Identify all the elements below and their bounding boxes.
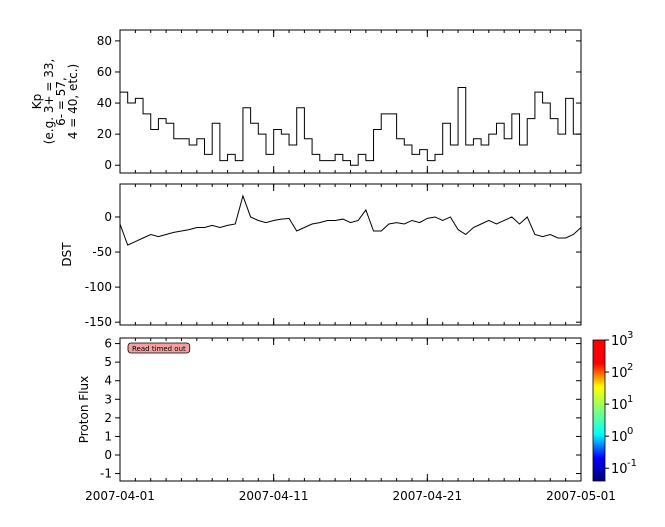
annotation: Read timed out [127,342,191,354]
y-axis-label: (e.g. 3+ = 33, [42,59,56,145]
kp-line [120,87,582,166]
y-axis-label: Proton Flux [77,376,91,443]
x-tick-label: 2007-04-01 [85,489,155,503]
colorbar [592,339,606,482]
y-tick-label: 0 [104,158,112,172]
x-tick-label: 2007-05-01 [546,489,616,503]
colorbar-tick-exponent: 0 [627,426,633,437]
y-tick-label: -50 [92,245,112,259]
y-tick-label: 4 [104,374,112,388]
colorbar-tick-label: 10 [611,462,628,477]
colorbar-tick-exponent: 1 [627,394,633,405]
y-axis-label: 4 = 40, etc.) [66,64,80,139]
dst-line [119,194,582,246]
plot-frame [119,183,582,326]
y-tick-label: 5 [104,355,112,369]
y-tick-label: -100 [85,280,112,294]
y-axis-label: Kp [30,94,44,110]
y-tick-label: 2 [104,411,112,425]
x-tick-label: 2007-04-11 [239,489,309,503]
y-axis-label: 6- = 57, [54,77,68,126]
y-tick-label: 60 [97,65,112,79]
colorbar-tick-label: 10 [611,398,628,413]
y-tick-label: 80 [97,34,112,48]
colorbar-tick-label: 10 [611,366,628,381]
x-tick-label: 2007-04-21 [392,489,462,503]
annotation-text: Read timed out [132,345,186,353]
y-tick-label: 0 [104,210,112,224]
y-tick-label: -150 [85,315,112,329]
y-tick-label: 3 [104,392,112,406]
y-tick-label: 1 [104,429,112,443]
colorbar-tick-exponent: 2 [627,362,633,373]
plot-frame [119,337,582,482]
y-tick-label: 20 [97,127,112,141]
y-axis-label: DST [60,242,74,267]
colorbar-tick-label: 10 [611,334,628,349]
y-tick-label: 6 [104,337,112,351]
y-tick-label: -1 [100,467,112,481]
y-tick-label: 40 [97,96,112,110]
colorbar-tick-exponent: -1 [627,458,637,469]
colorbar-tick-exponent: 3 [627,330,633,341]
colorbar-tick-label: 10 [611,430,628,445]
annotation-box [127,342,191,354]
plot-frame [119,29,582,174]
y-tick-label: 0 [104,448,112,462]
